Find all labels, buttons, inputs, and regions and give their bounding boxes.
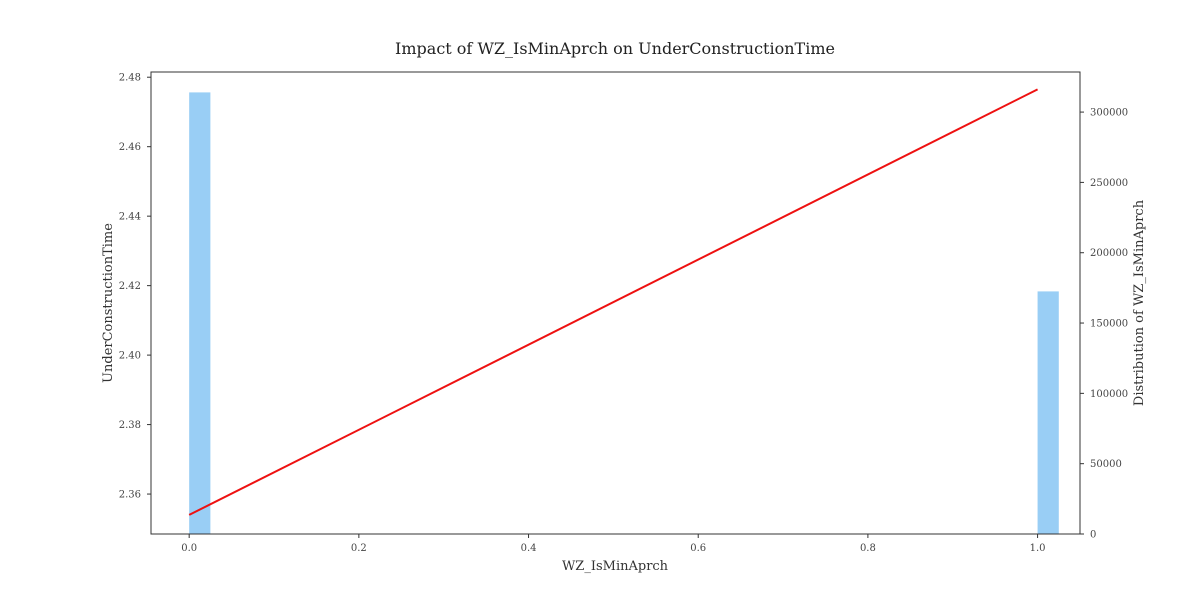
x-axis: 0.0 0.2 0.4 0.6 0.8 1.0	[181, 534, 1046, 554]
x-tick-label: 0.2	[351, 543, 367, 554]
x-tick-label: 0.0	[181, 543, 197, 554]
x-tick-label: 0.8	[860, 543, 876, 554]
y-tick-label: 2.40	[119, 351, 141, 362]
line-layer	[188, 88, 1039, 516]
y-axis-right: 0 50000 100000 150000 200000 250000 300000	[1080, 108, 1128, 541]
y-tick-label: 2.38	[119, 420, 141, 431]
y-tick-label: 2.44	[119, 212, 141, 223]
chart-title: Impact of WZ_IsMinAprch on UnderConstruc…	[395, 39, 835, 58]
y2-tick-label: 100000	[1090, 389, 1128, 400]
y2-tick-label: 0	[1090, 530, 1096, 541]
histogram-bar	[1037, 291, 1059, 534]
x-tick-label: 0.4	[521, 543, 537, 554]
bars-layer	[189, 92, 1059, 534]
y-tick-label: 2.36	[119, 490, 141, 501]
y2-axis-label: Distribution of WZ_IsMinAprch	[1132, 199, 1147, 406]
y2-tick-label: 150000	[1090, 319, 1128, 330]
y-axis-label: UnderConstructionTime	[101, 223, 116, 383]
plot-frame	[150, 71, 1081, 535]
y2-tick-label: 250000	[1090, 178, 1128, 189]
y2-tick-label: 300000	[1090, 108, 1128, 119]
y-tick-label: 2.48	[119, 73, 141, 84]
x-tick-label: 1.0	[1030, 543, 1046, 554]
y-tick-label: 2.46	[119, 142, 141, 153]
histogram-bar	[189, 92, 211, 534]
y2-tick-label: 200000	[1090, 248, 1128, 259]
y-tick-label: 2.42	[119, 281, 141, 292]
trend-line	[188, 88, 1039, 516]
x-axis-label: WZ_IsMinAprch	[562, 559, 669, 574]
y2-tick-label: 50000	[1090, 459, 1122, 470]
x-tick-label: 0.6	[690, 543, 706, 554]
y-axis-left: 2.36 2.38 2.40 2.42 2.44 2.46 2.48	[119, 73, 151, 501]
